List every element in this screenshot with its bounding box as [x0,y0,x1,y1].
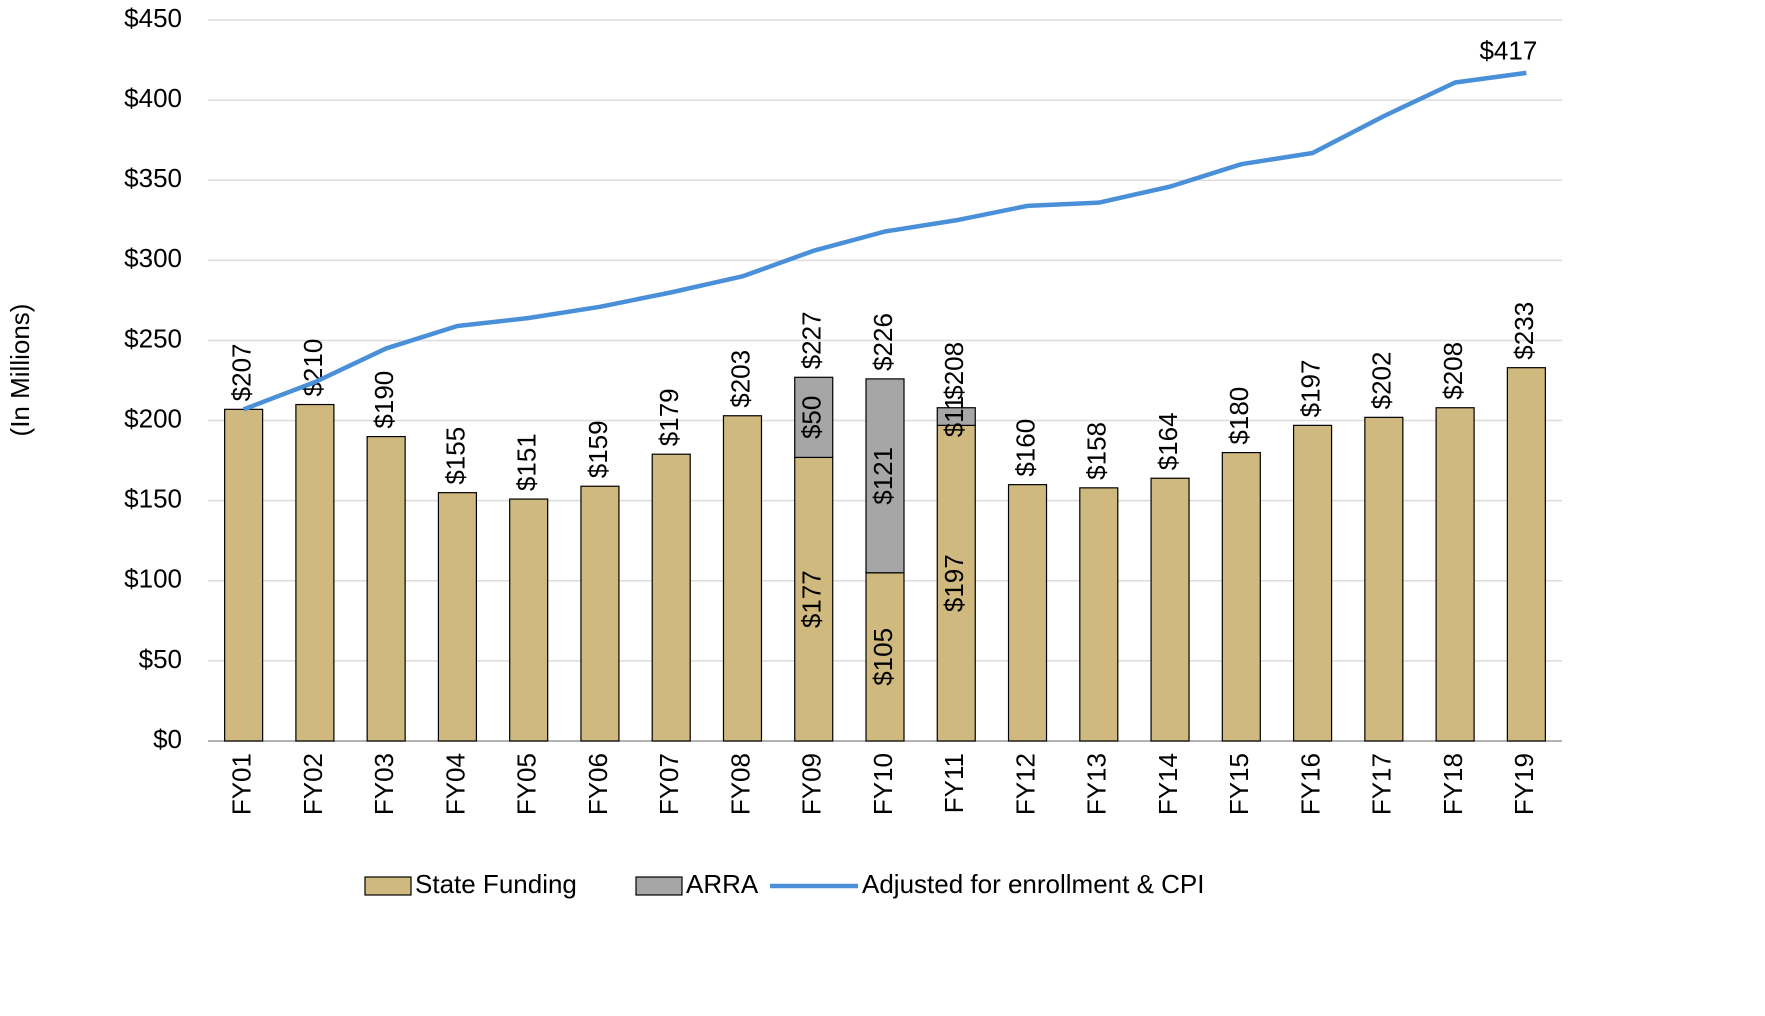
x-tick-label: FY14 [1153,753,1183,815]
bar [794,376,834,459]
bar [1435,407,1475,742]
bar-value-label: $105 [868,628,898,686]
bar [366,435,406,742]
bar [651,453,691,742]
x-tick-label: FY05 [512,753,542,815]
bar [1364,416,1404,742]
bar [1221,452,1261,742]
bar-value-label: $11 [939,396,969,437]
x-tick-label: FY16 [1295,753,1325,815]
bar-value-label: $207 [227,343,257,401]
x-tick-label: FY13 [1082,753,1112,815]
x-tick-label: FY07 [654,753,684,815]
bar [224,408,264,742]
total-label: $208 [939,342,969,400]
legend-label: ARRA [686,869,759,899]
x-tick-label: FY09 [797,753,827,815]
y-tick-label: $250 [124,323,182,353]
bar-value-label: $233 [1509,302,1539,360]
bar-value-label: $202 [1367,352,1397,410]
bar-value-label: $180 [1224,387,1254,445]
bar-value-label: $197 [1295,360,1325,418]
bar-value-label: $197 [939,554,969,612]
bar [1079,487,1119,742]
bar [1007,484,1048,742]
bar-value-label: $179 [654,388,684,446]
bar-value-label: $151 [512,433,542,491]
y-tick-label: $100 [124,564,182,594]
x-tick-label: FY12 [1010,753,1040,815]
bar [865,572,905,742]
total-label: $226 [868,313,898,371]
y-tick-label: $450 [124,3,182,33]
y-tick-label: $400 [124,83,182,113]
bar [936,424,976,742]
bar [1292,424,1333,742]
x-tick-label: FY08 [725,753,755,815]
y-tick-label: $50 [139,644,182,674]
bar [1506,367,1546,742]
bar [936,407,976,426]
bar [509,498,549,742]
x-tick-label: FY11 [939,753,969,813]
bar [865,378,905,574]
bar-value-label: $208 [1438,342,1468,400]
bar-value-label: $203 [725,350,755,408]
legend-label: Adjusted for enrollment & CPI [862,869,1205,899]
bar-value-label: $190 [369,371,399,429]
bar [794,456,834,742]
bar-value-label: $159 [583,420,613,478]
y-tick-label: $300 [124,243,182,273]
bar [437,492,478,742]
bar-value-label: $177 [797,570,827,628]
x-tick-label: FY04 [440,753,470,815]
bar [1150,477,1190,742]
line [242,70,1527,412]
x-tick-label: FY01 [227,753,257,815]
bar-value-label: $158 [1082,422,1112,480]
bar [295,403,335,742]
x-tick-label: FY15 [1224,753,1254,815]
x-tick-label: FY19 [1509,753,1539,815]
legend-swatch [635,876,683,896]
y-axis-title: (In Millions) [5,304,35,437]
bar-value-label: $155 [440,427,470,485]
x-tick-label: FY18 [1438,753,1468,815]
bar-value-label: $50 [797,396,827,439]
x-tick-label: FY03 [369,753,399,815]
total-label: $227 [797,311,827,369]
x-tick-label: FY02 [298,753,328,815]
line-value-label: $417 [1479,36,1537,66]
x-tick-label: FY17 [1367,753,1397,815]
bar [580,485,620,742]
y-tick-label: $200 [124,403,182,433]
bar [722,415,763,742]
bar-value-label: $121 [868,447,898,505]
y-tick-label: $150 [124,484,182,514]
bar-value-label: $160 [1010,419,1040,477]
bar-value-label: $164 [1153,412,1183,470]
legend-swatch [364,876,412,896]
y-tick-label: $0 [153,724,182,754]
legend-label: State Funding [415,869,577,899]
x-tick-label: FY10 [868,753,898,815]
x-tick-label: FY06 [583,753,613,815]
y-tick-label: $350 [124,163,182,193]
